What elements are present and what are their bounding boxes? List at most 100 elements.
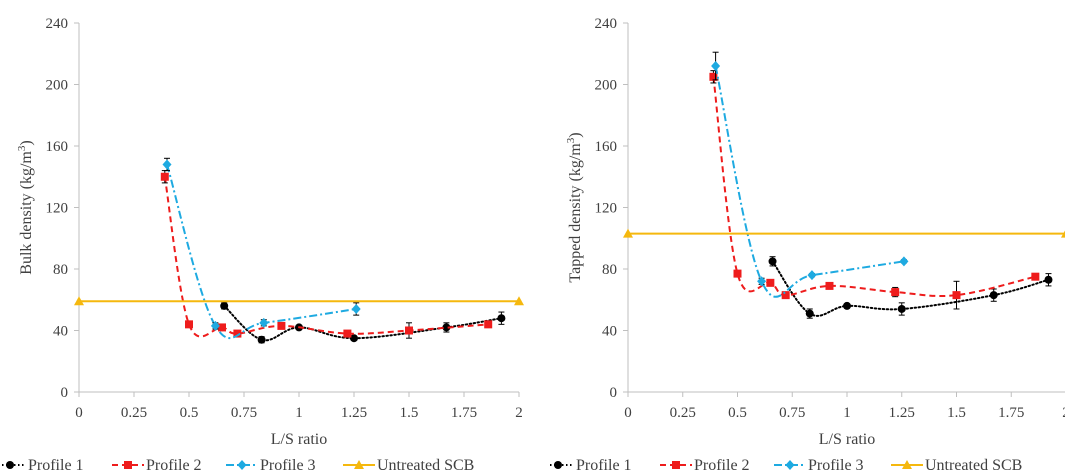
x-tick-label: 1.75 (451, 405, 477, 421)
data-point (514, 296, 524, 306)
y-axis-label-text: Tapped density (kg/m (567, 143, 584, 283)
data-point (757, 276, 767, 287)
data-point (766, 278, 775, 287)
y-tick-label: 240 (46, 16, 69, 32)
y-axis-label: Tapped density (kg/m3) (565, 132, 584, 282)
y-axis-label-close: ) (567, 132, 584, 137)
data-point (220, 301, 229, 310)
legend-marker (354, 460, 364, 469)
legend: Profile 1 Profile 2 Profile 3 Untreated SCB (0, 457, 474, 474)
legend-item-3: Profile 3 (774, 457, 864, 474)
data-point (709, 72, 718, 81)
data-point (162, 159, 172, 170)
data-point (899, 256, 909, 267)
series-2 (709, 70, 1040, 310)
data-point (1031, 272, 1040, 281)
y-tick-label: 120 (46, 201, 69, 217)
axes: 0 0.25 0.5 0.75 1 1.25 1.5 1.75 2 0 40 80 120 160 200 2… (595, 16, 1065, 421)
data-point (952, 291, 961, 300)
y-tick-label: 200 (595, 78, 618, 94)
legend-label: Untreated SCB (377, 457, 474, 474)
data-point (897, 304, 906, 313)
x-tick-label: 0.25 (121, 405, 147, 421)
data-point (807, 270, 817, 281)
data-point (218, 323, 226, 332)
series-3 (711, 51, 909, 298)
legend-marker (6, 461, 14, 469)
data-point (185, 320, 193, 329)
data-point (805, 309, 814, 318)
data-point (484, 320, 493, 329)
data-point (843, 301, 851, 310)
legend-label: Profile 3 (260, 457, 316, 474)
x-tick-label: 0 (75, 405, 83, 421)
x-tick-label: 1.5 (400, 405, 419, 421)
data-point (259, 317, 269, 328)
data-point (1061, 230, 1065, 238)
x-tick-label: 1 (843, 405, 851, 421)
y-tick-label: 120 (595, 201, 618, 217)
y-tick-label: 40 (53, 324, 68, 340)
x-tick-label: 0.75 (779, 405, 805, 421)
y-axis-label-superscript: 3 (565, 137, 577, 143)
legend-item-4: Untreated SCB (343, 457, 474, 474)
data-point (351, 303, 361, 314)
series-line (714, 65, 905, 298)
legend-item-2: Profile 2 (112, 457, 202, 474)
x-tick-label: 1 (295, 405, 303, 421)
legend-marker (785, 460, 795, 470)
data-point (768, 257, 777, 266)
data-point (210, 320, 220, 331)
legend-item-4: Untreated SCB (891, 457, 1022, 474)
legend-label: Profile 2 (694, 457, 750, 474)
bulk-density-chart: 0 0.25 0.5 0.75 1 1.25 1.5 1.75 2 0 40 80 120 160 200 2… (0, 16, 524, 474)
data-point (825, 281, 834, 290)
legend-item-2: Profile 2 (660, 457, 750, 474)
series-1 (768, 256, 1053, 319)
y-axis-label-close: ) (18, 140, 35, 145)
data-point (989, 291, 998, 300)
y-tick-label: 80 (602, 262, 617, 278)
legend-item-1: Profile 1 (0, 457, 84, 474)
legend-marker (902, 460, 912, 469)
y-tick-label: 0 (610, 385, 618, 401)
series-3 (162, 157, 361, 340)
x-tick-label: 1.25 (341, 405, 367, 421)
y-tick-label: 160 (46, 139, 69, 155)
legend-label: Profile 2 (146, 457, 202, 474)
x-axis-label: L/S ratio (271, 431, 327, 448)
data-point (442, 323, 451, 332)
axes: 0 0.25 0.5 0.75 1 1.25 1.5 1.75 2 0 40 80 120 160 200 2… (46, 16, 523, 421)
y-tick-label: 200 (46, 78, 69, 94)
data-point (233, 329, 242, 338)
x-tick-label: 0.75 (231, 405, 257, 421)
y-tick-label: 80 (53, 262, 68, 278)
legend-marker (124, 461, 132, 469)
data-point (257, 335, 266, 344)
data-point (711, 61, 721, 72)
data-point (405, 326, 413, 335)
x-tick-label: 0.25 (670, 405, 696, 421)
x-tick-label: 0.5 (180, 405, 199, 421)
x-tick-label: 0.5 (728, 405, 747, 421)
legend-label: Profile 3 (808, 457, 864, 474)
legend-item-1: Profile 1 (548, 457, 632, 474)
data-point (891, 288, 900, 297)
x-tick-label: 2 (515, 405, 523, 421)
series-4 (74, 296, 524, 306)
data-point (781, 291, 790, 300)
data-point (1044, 275, 1053, 284)
y-tick-label: 160 (595, 139, 618, 155)
y-axis-label-text: Bulk density (kg/m (18, 151, 35, 275)
legend: Profile 1 Profile 2 Profile 3 Untreated SCB (548, 457, 1022, 474)
data-point (623, 228, 633, 238)
legend-item-3: Profile 3 (226, 457, 316, 474)
series-line (163, 176, 489, 338)
data-point (497, 314, 506, 323)
y-tick-label: 0 (61, 385, 69, 401)
y-tick-label: 40 (602, 324, 617, 340)
series-line (712, 76, 1036, 298)
y-tick-label: 240 (595, 16, 618, 32)
data-point (160, 172, 169, 181)
data-point (733, 269, 742, 278)
